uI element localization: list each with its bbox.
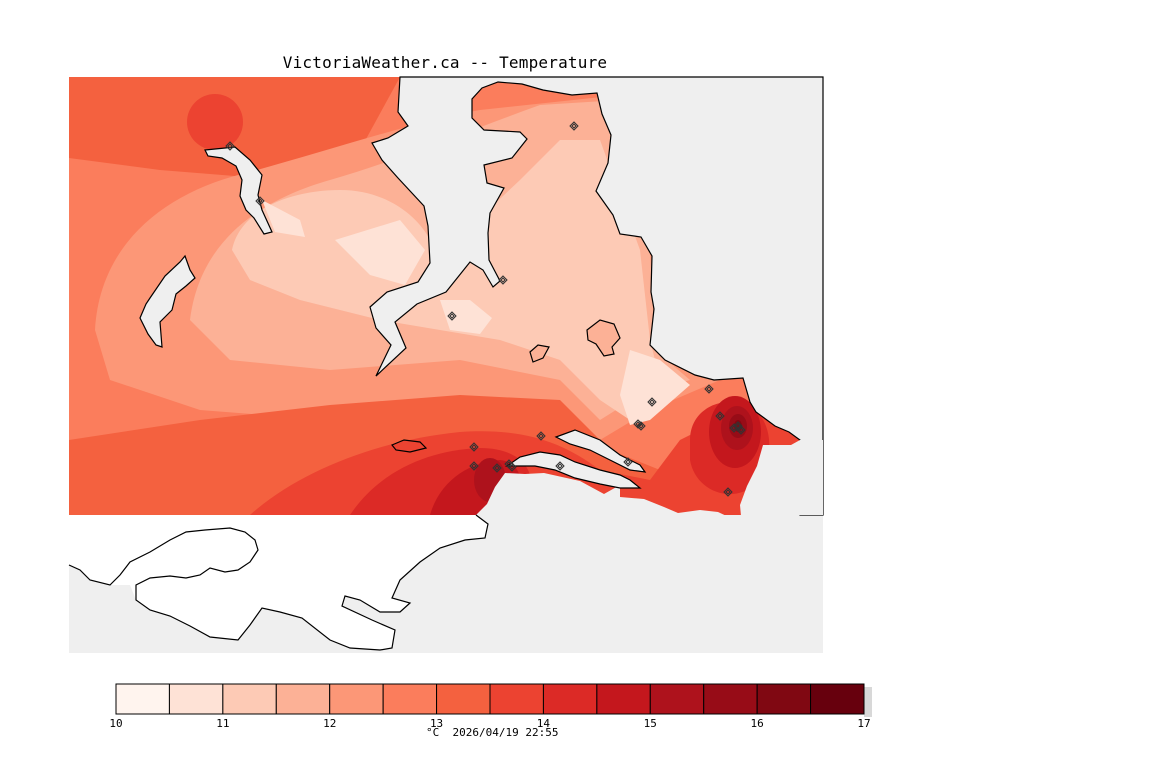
lakes xyxy=(139,146,273,348)
legend-bin xyxy=(382,683,438,715)
station-marker-inner xyxy=(471,444,477,450)
station-marker-inner xyxy=(717,413,723,419)
island-c xyxy=(391,439,428,453)
station-marker xyxy=(736,425,746,435)
legend-bin xyxy=(275,683,331,715)
legend-tick-label: 11 xyxy=(216,717,229,730)
legend-tick-label: 13 xyxy=(430,717,443,730)
station-markers xyxy=(225,121,746,497)
legend-bin xyxy=(810,683,865,715)
station-marker xyxy=(636,421,646,431)
station-marker xyxy=(469,442,479,452)
legend-bin xyxy=(168,683,224,715)
sea-masks xyxy=(369,76,824,527)
island-a xyxy=(586,319,621,357)
legend-shadow xyxy=(864,687,872,717)
page-title: VictoriaWeather.ca -- Temperature xyxy=(282,53,608,72)
station-marker-inner xyxy=(738,427,744,433)
legend-bin xyxy=(115,683,170,715)
south-strait-sea xyxy=(476,440,823,527)
legend-timestamp: 2026/04/19 22:55 xyxy=(452,726,559,739)
legend-footer: °C 2026/04/19 22:55 xyxy=(426,726,558,739)
station-marker-inner xyxy=(538,433,544,439)
station-marker xyxy=(715,411,725,421)
station-marker xyxy=(623,457,633,467)
station-marker xyxy=(498,275,508,285)
station-marker xyxy=(492,463,502,473)
station-marker xyxy=(447,311,457,321)
legend-bin xyxy=(756,683,812,715)
station-marker-inner xyxy=(257,198,263,204)
lake-southwest xyxy=(139,254,196,348)
us-land-white xyxy=(69,515,488,650)
field-cool-core-d xyxy=(620,350,690,425)
station-marker xyxy=(723,487,733,497)
station-marker xyxy=(704,384,714,394)
field-cool-core-a xyxy=(335,220,425,285)
legend-tick-label: 12 xyxy=(323,717,336,730)
legend-tick-label: 15 xyxy=(644,717,657,730)
field-cool-core-b xyxy=(262,200,305,237)
islands xyxy=(391,319,621,453)
station-marker-inner xyxy=(638,423,644,429)
legend-tick-label: 10 xyxy=(109,717,122,730)
station-marker-inner xyxy=(471,463,477,469)
lake-west xyxy=(204,146,273,235)
station-marker-inner xyxy=(509,464,515,470)
field-cool-core-c xyxy=(440,300,492,334)
station-marker-inner xyxy=(227,143,233,149)
station-marker xyxy=(225,141,235,151)
legend-bin xyxy=(703,683,758,715)
station-marker-inner xyxy=(649,399,655,405)
legend-bin xyxy=(436,683,491,715)
legend-unit: °C xyxy=(426,726,440,739)
legend-tick-label: 17 xyxy=(857,717,870,730)
station-marker xyxy=(733,421,743,431)
station-marker-inner xyxy=(625,459,631,465)
station-marker-inner xyxy=(571,123,577,129)
station-marker-inner xyxy=(494,465,500,471)
station-marker xyxy=(569,121,579,131)
station-marker xyxy=(507,462,517,472)
saanich-inlet-sea xyxy=(369,76,824,516)
legend-tick-label: 16 xyxy=(751,717,764,730)
station-marker xyxy=(555,461,565,471)
station-marker xyxy=(255,196,265,206)
esquimalt-harbour-sea xyxy=(505,451,642,489)
legend-bin xyxy=(542,683,598,715)
legend-bin xyxy=(649,683,705,715)
legend-bin xyxy=(596,683,651,715)
station-marker-inner xyxy=(449,313,455,319)
station-marker xyxy=(469,461,479,471)
legend-bin xyxy=(329,683,384,715)
station-marker-inner xyxy=(725,489,731,495)
island-b xyxy=(529,344,550,363)
station-marker-inner xyxy=(706,386,712,392)
us-coastline xyxy=(68,514,489,651)
victoria-arm-sea xyxy=(554,429,647,473)
legend-colorbar xyxy=(115,683,872,717)
station-marker xyxy=(647,397,657,407)
station-marker-inner xyxy=(500,277,506,283)
legend-ticks: 10 11 12 13 14 15 16 17 xyxy=(109,717,870,730)
station-marker-inner xyxy=(557,463,563,469)
field-nw-core xyxy=(187,94,243,150)
station-marker-inner xyxy=(735,423,741,429)
legend-tick-label: 14 xyxy=(537,717,551,730)
legend-bin xyxy=(489,683,544,715)
station-marker xyxy=(536,431,546,441)
legend-bin xyxy=(222,683,277,715)
